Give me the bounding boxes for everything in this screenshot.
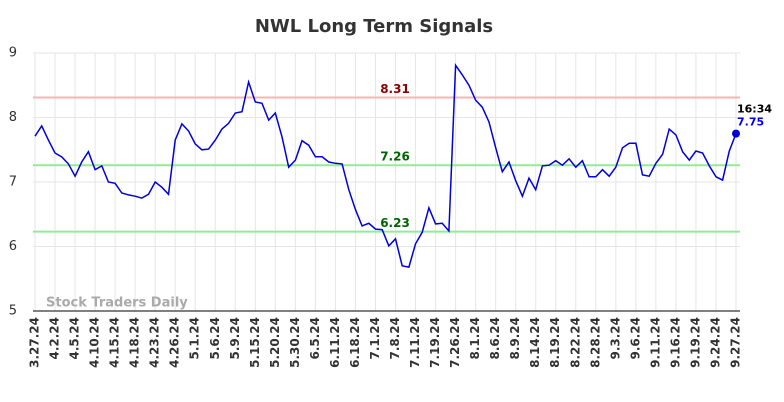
y-tick-label: 9 — [9, 46, 17, 61]
x-tick-label: 9.24.24 — [708, 317, 722, 368]
x-tick-label: 5.20.24 — [268, 317, 282, 368]
x-tick-label: 9.16.24 — [668, 317, 682, 368]
x-tick-label: 6.11.24 — [328, 317, 342, 368]
chart-title: NWL Long Term Signals — [255, 16, 493, 37]
x-tick-label: 5.1.24 — [188, 317, 202, 360]
x-tick-label: 5.15.24 — [248, 317, 262, 368]
x-tick-label: 8.19.24 — [548, 317, 562, 368]
x-tick-label: 4.10.24 — [88, 317, 102, 368]
x-tick-label: 8.14.24 — [528, 317, 542, 368]
x-tick-label: 8.1.24 — [468, 317, 482, 360]
x-tick-label: 8.9.24 — [508, 317, 522, 360]
x-tick-label: 7.26.24 — [448, 317, 462, 368]
x-tick-label: 9.6.24 — [628, 317, 642, 360]
x-tick-label: 9.3.24 — [608, 317, 622, 360]
x-tick-label: 9.27.24 — [729, 317, 743, 368]
x-tick-label: 5.9.24 — [228, 317, 242, 360]
x-tick-label: 6.5.24 — [308, 317, 322, 360]
x-tick-label: 4.15.24 — [108, 317, 122, 368]
last-point — [732, 129, 740, 138]
x-tick-label: 7.8.24 — [388, 317, 402, 360]
y-tick-label: 7 — [9, 175, 17, 190]
x-tick-label: 4.2.24 — [48, 317, 62, 360]
x-tick-label: 3.27.24 — [28, 317, 42, 368]
last-time: 16:34 — [737, 103, 772, 116]
x-tick-label: 4.23.24 — [148, 317, 162, 368]
x-tick-label: 8.22.24 — [568, 317, 582, 368]
reference-label: 7.26 — [380, 150, 410, 164]
x-tick-label: 6.18.24 — [348, 317, 362, 368]
y-tick-label: 8 — [9, 110, 17, 125]
x-tick-label: 5.30.24 — [288, 317, 302, 368]
x-tick-label: 4.26.24 — [168, 317, 182, 368]
watermark: Stock Traders Daily — [46, 296, 188, 311]
x-tick-label: 7.11.24 — [408, 317, 422, 368]
x-tick-label: 9.11.24 — [648, 317, 662, 368]
y-tick-label: 6 — [9, 239, 17, 254]
last-value: 7.75 — [737, 116, 764, 129]
x-tick-label: 7.1.24 — [368, 317, 382, 360]
x-tick-label: 5.6.24 — [208, 317, 222, 360]
x-tick-label: 9.19.24 — [688, 317, 702, 368]
x-tick-label: 4.18.24 — [128, 317, 142, 368]
line-series — [34, 63, 737, 268]
reference-label: 8.31 — [380, 82, 410, 96]
y-tick-label: 5 — [9, 304, 17, 319]
reference-label: 6.23 — [380, 216, 410, 230]
x-tick-label: 4.5.24 — [68, 317, 82, 360]
x-tick-label: 8.28.24 — [588, 317, 602, 368]
x-tick-label: 8.6.24 — [488, 317, 502, 360]
x-tick-label: 7.19.24 — [428, 317, 442, 368]
